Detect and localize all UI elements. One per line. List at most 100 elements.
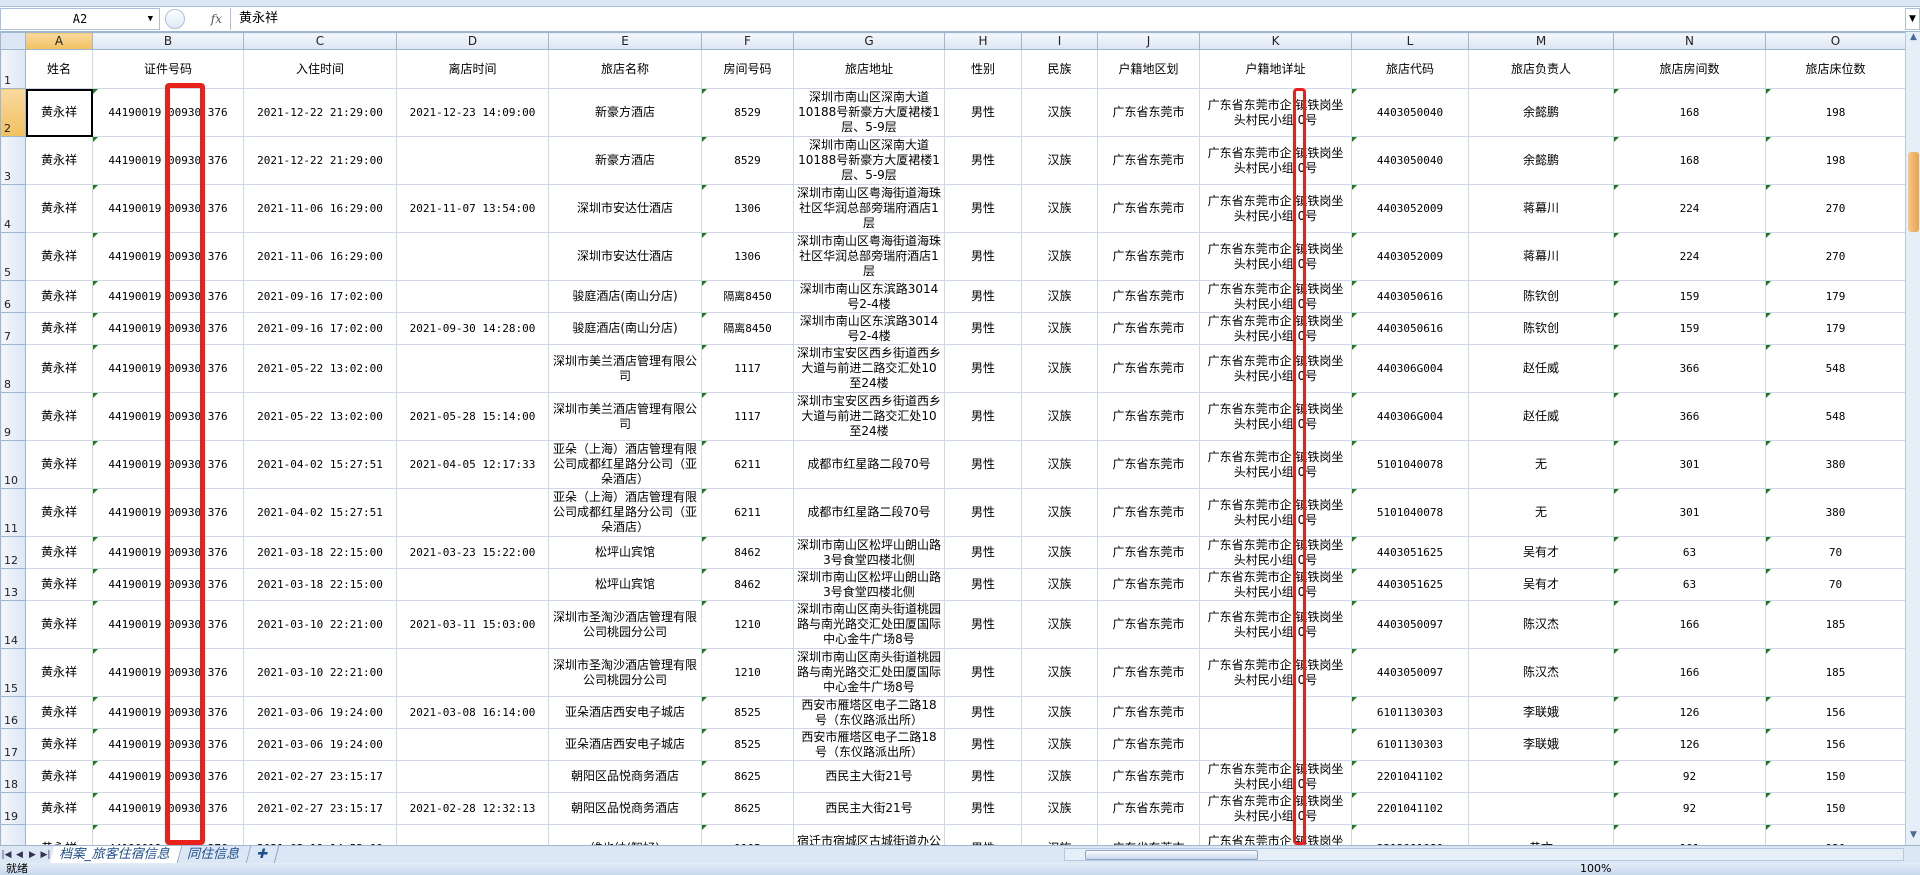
- cell-e[interactable]: 深圳市美兰酒店管理有限公司: [548, 344, 702, 393]
- cell-f[interactable]: 8625: [701, 792, 794, 825]
- cell-l[interactable]: 6101130303: [1351, 696, 1469, 729]
- cell-e[interactable]: 骏庭酒店(南山分店): [548, 312, 702, 345]
- cell-h[interactable]: 男性: [944, 312, 1022, 345]
- cell-o[interactable]: 380: [1765, 440, 1905, 489]
- column-header-b[interactable]: B: [92, 32, 244, 50]
- row-header[interactable]: 16: [0, 696, 26, 729]
- cell-e[interactable]: 亚朵（上海）酒店管理有限公司成都红星路分公司（亚朵酒店）: [548, 488, 702, 537]
- cell-j[interactable]: 广东省东莞市: [1097, 568, 1200, 601]
- cell-a[interactable]: 黄永祥: [25, 88, 93, 137]
- cell-o[interactable]: 150: [1765, 760, 1905, 793]
- cell-k[interactable]: 广东省东莞市企 镇铁岗坐头村民小组 0号: [1199, 136, 1352, 185]
- cell-k[interactable]: 广东省东莞市企 镇铁岗坐头村民小组 0号: [1199, 760, 1352, 793]
- cell-e[interactable]: 亚朵酒店西安电子城店: [548, 696, 702, 729]
- cell-j[interactable]: 广东省东莞市: [1097, 648, 1200, 697]
- cell-i[interactable]: 汉族: [1021, 536, 1098, 569]
- row-header[interactable]: 10: [0, 440, 26, 489]
- cell-m[interactable]: 蒋幕川: [1468, 184, 1614, 233]
- header-cell[interactable]: 姓名: [25, 49, 93, 89]
- cell-h[interactable]: 男性: [944, 696, 1022, 729]
- cell-f[interactable]: 8625: [701, 760, 794, 793]
- cell-o[interactable]: 185: [1765, 648, 1905, 697]
- cell-g[interactable]: 成都市红星路二段70号: [793, 440, 945, 489]
- cell-l[interactable]: 440306G004: [1351, 344, 1469, 393]
- cell-n[interactable]: 166: [1613, 600, 1766, 649]
- cell-n[interactable]: 92: [1613, 760, 1766, 793]
- cell-l[interactable]: 4403050097: [1351, 600, 1469, 649]
- cell-d[interactable]: [396, 344, 549, 393]
- header-cell[interactable]: 民族: [1021, 49, 1098, 89]
- sheet-tab-guest-lodging[interactable]: 档案_旅客住宿信息: [49, 846, 182, 863]
- cell-f[interactable]: 1117: [701, 392, 794, 441]
- cell-f[interactable]: 1306: [701, 232, 794, 281]
- cell-e[interactable]: 深圳市圣淘沙酒店管理有限公司桃园分公司: [548, 648, 702, 697]
- cell-a[interactable]: 黄永祥: [25, 488, 93, 537]
- cell-k[interactable]: 广东省东莞市企 镇铁岗坐头村民小组 0号: [1199, 568, 1352, 601]
- cell-l[interactable]: 4403050040: [1351, 88, 1469, 137]
- cell-g[interactable]: 西安市雁塔区电子二路18号（东仪路派出所）: [793, 696, 945, 729]
- cell-a[interactable]: 黄永祥: [25, 568, 93, 601]
- row-header[interactable]: 13: [0, 568, 26, 601]
- cell-d[interactable]: [396, 568, 549, 601]
- cell-o[interactable]: 185: [1765, 600, 1905, 649]
- cell-h[interactable]: 男性: [944, 648, 1022, 697]
- cell-d[interactable]: 2021-03-23 15:22:00: [396, 536, 549, 569]
- cell-f[interactable]: 8525: [701, 696, 794, 729]
- cell-c[interactable]: 2021-04-02 15:27:51: [243, 488, 397, 537]
- cell-d[interactable]: [396, 488, 549, 537]
- cell-g[interactable]: 西安市雁塔区电子二路18号（东仪路派出所）: [793, 728, 945, 761]
- cell-i[interactable]: 汉族: [1021, 136, 1098, 185]
- cell-f[interactable]: 1105: [701, 824, 794, 845]
- cell-c[interactable]: 2021-03-06 19:24:00: [243, 728, 397, 761]
- cell-d[interactable]: 2021-11-07 13:54:00: [396, 184, 549, 233]
- cell-m[interactable]: 李联娥: [1468, 696, 1614, 729]
- header-cell[interactable]: 旅店房间数: [1613, 49, 1766, 89]
- cell-d[interactable]: [396, 136, 549, 185]
- cell-o[interactable]: 130: [1765, 824, 1905, 845]
- header-cell[interactable]: 证件号码: [92, 49, 244, 89]
- cell-e[interactable]: 深圳市美兰酒店管理有限公司: [548, 392, 702, 441]
- cell-l[interactable]: 4403051625: [1351, 568, 1469, 601]
- cell-e[interactable]: 维也纳(智好): [548, 824, 702, 845]
- cell-h[interactable]: 男性: [944, 88, 1022, 137]
- header-cell[interactable]: 旅店名称: [548, 49, 702, 89]
- cell-f[interactable]: 6211: [701, 440, 794, 489]
- row-header[interactable]: 18: [0, 760, 26, 793]
- cell-h[interactable]: 男性: [944, 440, 1022, 489]
- cell-o[interactable]: 156: [1765, 728, 1905, 761]
- cell-c[interactable]: 2021-12-22 21:29:00: [243, 88, 397, 137]
- cell-i[interactable]: 汉族: [1021, 88, 1098, 137]
- cell-d[interactable]: [396, 648, 549, 697]
- cell-g[interactable]: 成都市红星路二段70号: [793, 488, 945, 537]
- header-cell[interactable]: 性别: [944, 49, 1022, 89]
- cell-d[interactable]: 2021-12-23 14:09:00: [396, 88, 549, 137]
- cell-l[interactable]: 5101040078: [1351, 488, 1469, 537]
- cell-k[interactable]: 广东省东莞市企 镇铁岗坐头村民小组 0号: [1199, 824, 1352, 845]
- row-header[interactable]: 4: [0, 184, 26, 233]
- cell-d[interactable]: 2021-09-30 14:28:00: [396, 312, 549, 345]
- column-header-f[interactable]: F: [701, 32, 794, 50]
- cell-f[interactable]: 8462: [701, 536, 794, 569]
- cell-f[interactable]: 8529: [701, 136, 794, 185]
- cell-g[interactable]: 深圳市南山区东滨路3014号2-4楼: [793, 312, 945, 345]
- vertical-scrollbar[interactable]: ▲ ▼: [1905, 32, 1920, 845]
- column-header-a[interactable]: A: [25, 32, 93, 50]
- cell-j[interactable]: 广东省东莞市: [1097, 232, 1200, 281]
- column-header-d[interactable]: D: [396, 32, 549, 50]
- cell-k[interactable]: 广东省东莞市企 镇铁岗坐头村民小组 0号: [1199, 536, 1352, 569]
- prev-sheet-icon[interactable]: ◀: [16, 849, 23, 860]
- cell-g[interactable]: 深圳市南山区松坪山朗山路3号食堂四楼北侧: [793, 536, 945, 569]
- cell-f[interactable]: 隔离8450: [701, 312, 794, 345]
- scroll-thumb[interactable]: [1908, 152, 1919, 232]
- scroll-down-icon[interactable]: ▼: [1910, 830, 1917, 840]
- cell-m[interactable]: 余懿鹏: [1468, 136, 1614, 185]
- cell-e[interactable]: 亚朵（上海）酒店管理有限公司成都红星路分公司（亚朵酒店）: [548, 440, 702, 489]
- cell-c[interactable]: 2021-11-06 16:29:00: [243, 184, 397, 233]
- cell-m[interactable]: 陈钦创: [1468, 280, 1614, 313]
- cell-l[interactable]: 2201041102: [1351, 760, 1469, 793]
- header-cell[interactable]: 户籍地区划: [1097, 49, 1200, 89]
- cell-c[interactable]: 2021-02-19 14:53:00: [243, 824, 397, 845]
- column-header-o[interactable]: O: [1765, 32, 1905, 50]
- row-header[interactable]: 3: [0, 136, 26, 185]
- cell-e[interactable]: 朝阳区品悦商务酒店: [548, 792, 702, 825]
